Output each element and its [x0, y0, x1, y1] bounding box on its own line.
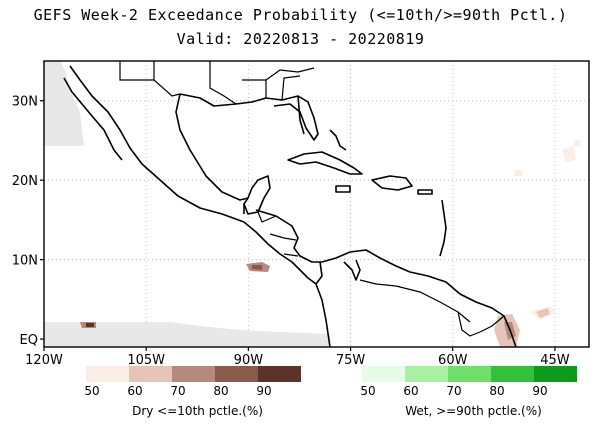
dry-patches — [80, 140, 580, 347]
lat-tick-label: 30N — [12, 95, 38, 110]
lon-tick-label: 90W — [234, 353, 264, 368]
legend-tick-label: 90 — [256, 384, 271, 398]
legend-tick-label: 60 — [403, 384, 418, 398]
plot-frame — [43, 60, 590, 348]
lon-tick-label: 105W — [127, 353, 165, 368]
political-borders — [119, 61, 505, 337]
legend-swatch — [129, 366, 172, 382]
legend-tick-label: 70 — [446, 384, 461, 398]
graticule — [44, 61, 589, 347]
legend-swatch — [534, 366, 577, 382]
legend-swatch — [405, 366, 448, 382]
lat-tick-label: 20N — [12, 174, 38, 189]
legend-tick-label: 80 — [213, 384, 228, 398]
valid-dates: Valid: 20220813 - 20220819 — [176, 30, 425, 48]
lon-tick-label: 45W — [540, 353, 570, 368]
legend-swatch — [258, 366, 301, 382]
legend-swatch — [215, 366, 258, 382]
lon-tick-label: 120W — [25, 353, 63, 368]
legend-tick-label: 90 — [532, 384, 547, 398]
map-title: GEFS Week-2 Exceedance Probability (<=10… — [33, 6, 568, 24]
coastlines — [43, 61, 517, 348]
legend-swatch — [172, 366, 215, 382]
legend-swatch — [86, 366, 129, 382]
legend-tick-label: 50 — [360, 384, 375, 398]
lat-tick-label: EQ — [20, 333, 38, 348]
legend-tick-label: 60 — [127, 384, 142, 398]
legend-swatch — [491, 366, 534, 382]
lat-tick-label: 10N — [12, 254, 38, 269]
legend-tick-label: 70 — [170, 384, 185, 398]
legend-tick-label: 50 — [84, 384, 99, 398]
legend-caption: Dry <=10th pctle.(%) — [132, 404, 263, 418]
lon-tick-label: 60W — [438, 353, 468, 368]
wet-legend: 50 60 70 80 90 Wet, >=90th pctle.(%) — [360, 366, 577, 418]
legend-caption: Wet, >=90th pctle.(%) — [405, 404, 542, 418]
legend-swatch — [362, 366, 405, 382]
dry-legend: 50 60 70 80 90 Dry <=10th pctle.(%) — [84, 366, 301, 418]
lon-tick-label: 75W — [336, 353, 366, 368]
low-probability-shading — [44, 61, 330, 347]
axes: 120W 105W 90W 75W 60W 45W 30N 20N 10N EQ — [12, 95, 570, 368]
legend-swatch — [448, 366, 491, 382]
legend-tick-label: 80 — [489, 384, 504, 398]
